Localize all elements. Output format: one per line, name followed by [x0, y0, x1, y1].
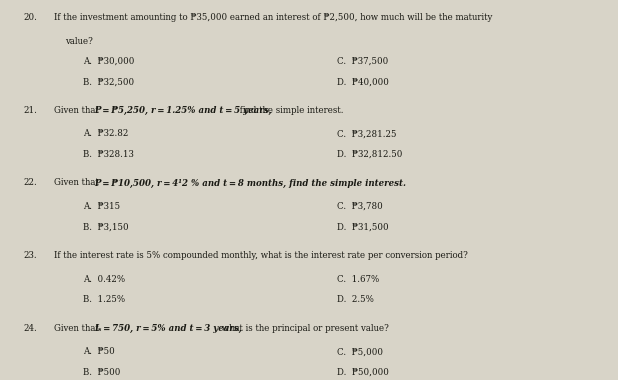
Text: Iₛ = 750, r = 5% and t = 3 years,: Iₛ = 750, r = 5% and t = 3 years,	[94, 324, 242, 332]
Text: D.  ₱31,500: D. ₱31,500	[337, 223, 389, 231]
Text: what is the principal or present value?: what is the principal or present value?	[219, 324, 389, 332]
Text: Given that: Given that	[54, 179, 102, 187]
Text: B.  ₱328.13: B. ₱328.13	[83, 150, 134, 159]
Text: A.  ₱50: A. ₱50	[83, 347, 115, 356]
Text: A.  ₱315: A. ₱315	[83, 202, 121, 211]
Text: C.  1.67%: C. 1.67%	[337, 275, 379, 283]
Text: P = ₱5,250, r = 1.25% and t = 5 years,: P = ₱5,250, r = 1.25% and t = 5 years,	[94, 106, 271, 115]
Text: find the simple interest.: find the simple interest.	[237, 106, 344, 115]
Text: 22.: 22.	[23, 179, 37, 187]
Text: D.  ₱50,000: D. ₱50,000	[337, 368, 389, 377]
Text: 24.: 24.	[23, 324, 37, 332]
Text: If the investment amounting to ₱35,000 earned an interest of ₱2,500, how much wi: If the investment amounting to ₱35,000 e…	[54, 13, 493, 22]
Text: Given that: Given that	[54, 106, 102, 115]
Text: Given that: Given that	[54, 324, 102, 332]
Text: B.  ₱32,500: B. ₱32,500	[83, 78, 135, 86]
Text: 20.: 20.	[23, 13, 37, 22]
Text: P = ₱10,500, r = 4¹2 % and t = 8 months, find the simple interest.: P = ₱10,500, r = 4¹2 % and t = 8 months,…	[94, 179, 406, 187]
Text: C.  ₱3,780: C. ₱3,780	[337, 202, 383, 211]
Text: D.  2.5%: D. 2.5%	[337, 295, 374, 304]
Text: C.  ₱37,500: C. ₱37,500	[337, 57, 388, 66]
Text: A.  ₱30,000: A. ₱30,000	[83, 57, 135, 66]
Text: B.  ₱3,150: B. ₱3,150	[83, 223, 129, 231]
Text: 23.: 23.	[23, 251, 37, 260]
Text: C.  ₱3,281.25: C. ₱3,281.25	[337, 130, 396, 138]
Text: A.  ₱32.82: A. ₱32.82	[83, 130, 129, 138]
Text: B.  1.25%: B. 1.25%	[83, 295, 125, 304]
Text: A.  0.42%: A. 0.42%	[83, 275, 125, 283]
Text: If the interest rate is 5% compounded monthly, what is the interest rate per con: If the interest rate is 5% compounded mo…	[54, 251, 468, 260]
Text: C.  ₱5,000: C. ₱5,000	[337, 347, 383, 356]
Text: 21.: 21.	[23, 106, 37, 115]
Text: B.  ₱500: B. ₱500	[83, 368, 121, 377]
Text: D.  ₱32,812.50: D. ₱32,812.50	[337, 150, 402, 159]
Text: D.  ₱40,000: D. ₱40,000	[337, 78, 389, 86]
Text: value?: value?	[65, 37, 93, 46]
